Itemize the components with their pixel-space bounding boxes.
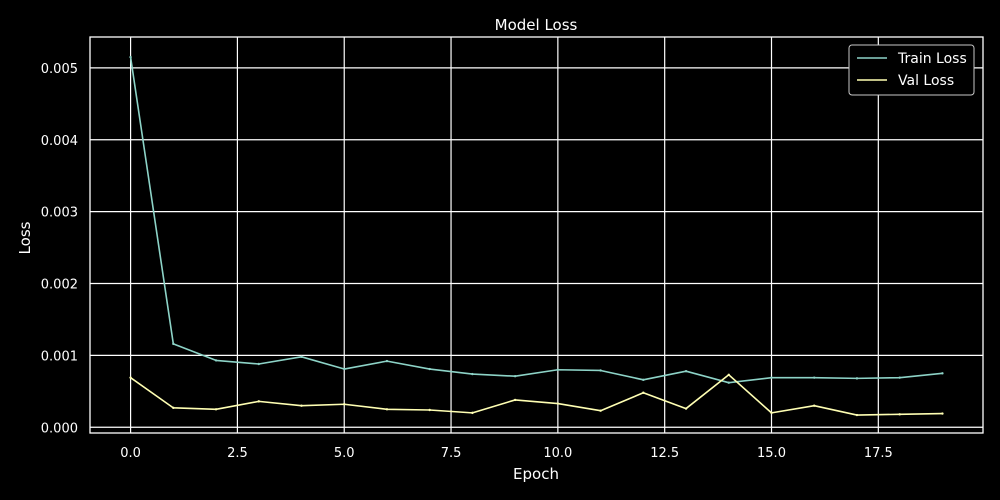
data-point-val-loss [556,402,560,405]
y-tick-label: 0.000 [41,421,78,436]
data-point-train-loss [813,376,816,379]
data-point-train-loss [599,369,602,372]
data-point-val-loss [684,407,688,410]
data-point-val-loss [257,400,260,403]
legend: Train Loss Val Loss [848,44,975,96]
data-point-val-loss [343,403,346,406]
x-tick-label: 0.0 [120,446,141,461]
x-tick-label: 12.5 [650,446,679,461]
data-point-train-loss [385,359,389,363]
y-tick-label: 0.005 [41,62,78,77]
data-point-val-loss [300,404,303,407]
x-tick-label: 15.0 [757,446,786,461]
x-tick-label: 5.0 [334,446,355,461]
data-point-val-loss [770,411,773,415]
data-point-train-loss [300,355,303,359]
x-tick-label: 17.5 [864,446,893,461]
data-point-val-loss [599,409,602,412]
data-point-val-loss [642,391,645,394]
data-point-train-loss [343,367,346,371]
data-point-train-loss [428,367,431,371]
y-tick-label: 0.004 [41,134,78,149]
y-axis-label: Loss [16,221,34,254]
legend-label-train-loss: Train Loss [897,51,967,67]
grid [90,37,983,433]
series-line-train-loss [129,57,943,384]
data-point-val-loss [855,413,859,417]
x-tick-label: 7.5 [441,446,462,461]
data-point-train-loss [941,372,944,375]
plot-frame [89,36,984,434]
data-point-train-loss [855,377,859,380]
data-point-val-loss [129,376,132,379]
y-tick-label: 0.001 [41,349,78,364]
data-point-val-loss [727,373,730,376]
y-tick-label: 0.002 [41,278,78,293]
data-point-train-loss [513,375,517,378]
data-point-val-loss [428,408,431,412]
data-point-train-loss [129,55,132,59]
axis-ticks: 0.0 2.5 5.0 7.5 10.0 12.5 15.0 17.5 0.000 0.001 0.… [41,62,893,461]
legend-label-val-loss: Val Loss [898,73,954,89]
data-point-val-loss [813,404,816,407]
data-point-val-loss [471,411,474,415]
data-point-train-loss [684,369,688,373]
data-point-train-loss [257,362,260,366]
data-point-val-loss [898,413,901,416]
y-tick-label: 0.003 [41,206,78,221]
series-lines [129,55,944,417]
data-point-train-loss [471,372,474,376]
series-line-val-loss [130,373,943,416]
data-point-train-loss [727,381,730,384]
data-point-train-loss [214,359,218,362]
data-point-train-loss [770,376,773,379]
data-point-val-loss [214,408,218,411]
data-point-train-loss [642,378,645,382]
data-point-val-loss [172,406,175,410]
data-point-val-loss [385,408,389,411]
data-point-val-loss [513,398,517,402]
x-tick-label: 10.0 [543,446,572,461]
chart-title: Model Loss [495,16,578,34]
x-tick-label: 2.5 [227,446,248,461]
data-point-val-loss [941,412,944,415]
data-point-train-loss [556,368,560,371]
data-point-train-loss [172,342,175,346]
data-point-train-loss [898,376,901,379]
x-axis-label: Epoch [513,465,559,483]
